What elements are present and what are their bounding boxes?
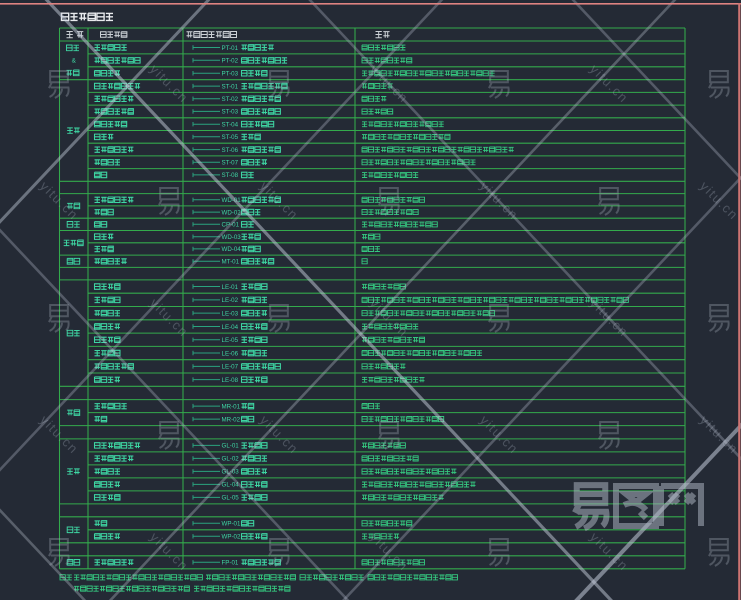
svg-text:LE-02: LE-02: [222, 297, 239, 304]
svg-text:LE-01: LE-01: [222, 284, 239, 291]
svg-text:WD-04: WD-04: [222, 246, 242, 253]
svg-text:WP-02: WP-02: [222, 534, 241, 541]
svg-text:CP-01: CP-01: [222, 222, 240, 229]
svg-text:FP-01: FP-01: [222, 560, 239, 567]
svg-text:LE-05: LE-05: [222, 337, 239, 344]
svg-text:LE-04: LE-04: [222, 324, 239, 331]
svg-text:ST-03: ST-03: [222, 109, 239, 116]
svg-text:PT-02: PT-02: [222, 58, 239, 65]
svg-text:WP-01: WP-01: [222, 521, 241, 528]
svg-text:WD-03: WD-03: [222, 234, 242, 241]
svg-text:MR-02: MR-02: [222, 416, 241, 423]
svg-text:ST-07: ST-07: [222, 160, 239, 167]
svg-text:GL-05: GL-05: [222, 495, 240, 502]
svg-text:GL-03: GL-03: [222, 469, 240, 476]
svg-text:ST-02: ST-02: [222, 96, 239, 103]
svg-text:ST-04: ST-04: [222, 122, 239, 129]
svg-text:ST-08: ST-08: [222, 172, 239, 179]
svg-text:LE-03: LE-03: [222, 310, 239, 317]
svg-text:PT-03: PT-03: [222, 71, 239, 78]
svg-text:WD-01: WD-01: [222, 197, 242, 204]
svg-text:MR-01: MR-01: [222, 403, 241, 410]
svg-text:LE-06: LE-06: [222, 350, 239, 357]
svg-text:LE-07: LE-07: [222, 364, 239, 371]
svg-text:ST-05: ST-05: [222, 134, 239, 141]
svg-text:WD-02: WD-02: [222, 209, 242, 216]
svg-text:GL-02: GL-02: [222, 456, 240, 463]
svg-text:MT-01: MT-01: [222, 259, 240, 266]
svg-text:ST-06: ST-06: [222, 147, 239, 154]
svg-text:PT-01: PT-01: [222, 45, 239, 52]
svg-text:GL-04: GL-04: [222, 482, 240, 489]
svg-text:GL-01: GL-01: [222, 443, 240, 450]
svg-text:ST-01: ST-01: [222, 83, 239, 90]
svg-text:LE-08: LE-08: [222, 377, 239, 384]
svg-text:&: &: [72, 58, 77, 65]
